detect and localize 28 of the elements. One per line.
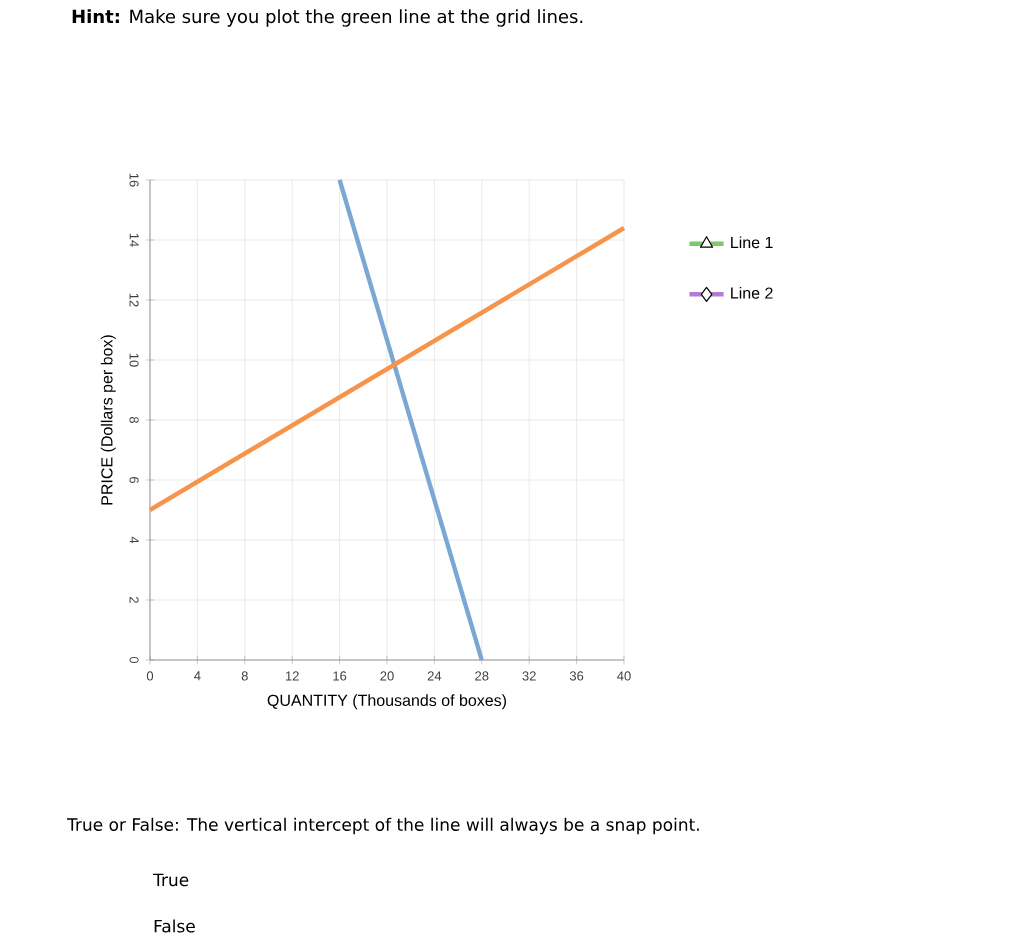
- text: False: [154, 919, 195, 933]
- x-tick-label: 28: [475, 671, 489, 681]
- y-tick-label: 16: [129, 173, 139, 187]
- y-tick-label: 12: [129, 293, 139, 307]
- y-tick-label: 4: [129, 536, 139, 544]
- x-tick-label: 16: [333, 671, 347, 681]
- x-tick-label: 36: [569, 671, 584, 681]
- text: True or False: The vertical intercept of the line will always be a snap point.: [67, 817, 699, 835]
- x-tick-label: 32: [522, 671, 536, 681]
- y-tick-label: 0: [129, 656, 139, 664]
- y-tick-label: 8: [129, 416, 139, 424]
- x-tick-label: 4: [194, 671, 201, 681]
- x-tick-label: 12: [285, 671, 299, 681]
- x-tick-label: 0: [146, 671, 154, 681]
- y-tick-label: 14: [129, 233, 139, 247]
- chart-title: Hint: Make sure you plot the green line at the grid lines.: [72, 9, 583, 27]
- y-tick-label: 10: [129, 353, 139, 367]
- x-tick-label: 20: [380, 671, 394, 681]
- legend-label: Line 2: [731, 286, 773, 299]
- x-tick-label: 40: [617, 671, 631, 681]
- y-axis-title: PRICE (Dollars per box): [100, 335, 116, 505]
- x-tick-label: 8: [241, 671, 248, 681]
- x-tick-label: 24: [427, 671, 442, 681]
- y-tick-label: 6: [129, 477, 139, 484]
- y-tick-label: 2: [129, 597, 139, 603]
- x-axis-title: QUANTITY (Thousands of boxes): [267, 694, 507, 710]
- legend-label: Line 1: [731, 236, 773, 249]
- text: True: [153, 873, 189, 887]
